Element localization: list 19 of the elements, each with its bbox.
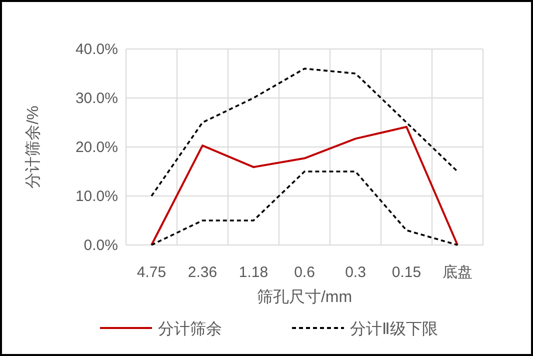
y-tick-label: 30.0% bbox=[75, 90, 118, 107]
y-tick-label: 40.0% bbox=[75, 41, 118, 58]
x-axis-title: 筛孔尺寸/mm bbox=[256, 288, 352, 306]
y-axis-title: 分计筛余/% bbox=[24, 106, 42, 188]
x-tick-label: 0.15 bbox=[392, 264, 422, 281]
x-tick-label: 0.3 bbox=[345, 264, 366, 281]
line-series bbox=[150, 126, 458, 246]
legend-label: 分计筛余 bbox=[158, 320, 222, 338]
x-tick-label: 4.75 bbox=[136, 264, 166, 281]
y-tick-label: 0.0% bbox=[84, 237, 118, 254]
line-series bbox=[150, 68, 458, 197]
y-tick-label: 20.0% bbox=[75, 139, 118, 156]
y-tick-label: 10.0% bbox=[75, 188, 118, 205]
x-tick-label: 1.18 bbox=[238, 264, 268, 281]
x-tick-label: 底盘 bbox=[442, 264, 472, 281]
line-series bbox=[150, 170, 458, 246]
legend-label: 分计Ⅱ级下限 bbox=[350, 320, 438, 338]
x-tick-label: 0.6 bbox=[294, 264, 315, 281]
x-tick-label: 2.36 bbox=[188, 264, 218, 281]
